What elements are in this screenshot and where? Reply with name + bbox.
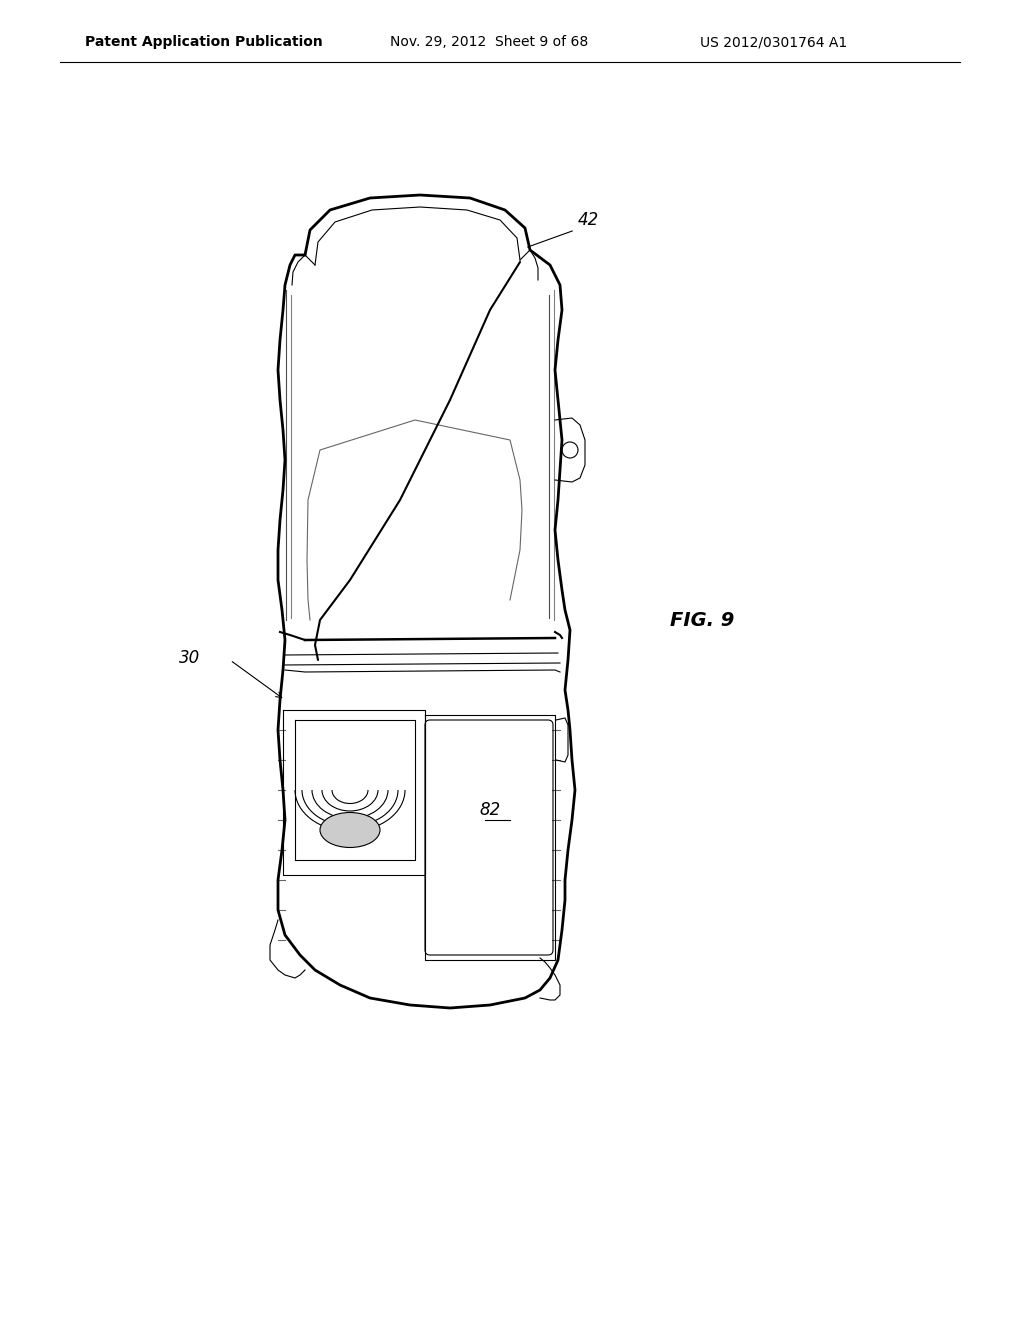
Text: 30: 30 bbox=[179, 649, 200, 667]
Text: 42: 42 bbox=[578, 211, 599, 228]
Text: FIG. 9: FIG. 9 bbox=[670, 610, 734, 630]
Text: 82: 82 bbox=[479, 801, 501, 818]
Text: Nov. 29, 2012  Sheet 9 of 68: Nov. 29, 2012 Sheet 9 of 68 bbox=[390, 36, 588, 49]
Ellipse shape bbox=[319, 813, 380, 847]
Text: Patent Application Publication: Patent Application Publication bbox=[85, 36, 323, 49]
Text: US 2012/0301764 A1: US 2012/0301764 A1 bbox=[700, 36, 847, 49]
